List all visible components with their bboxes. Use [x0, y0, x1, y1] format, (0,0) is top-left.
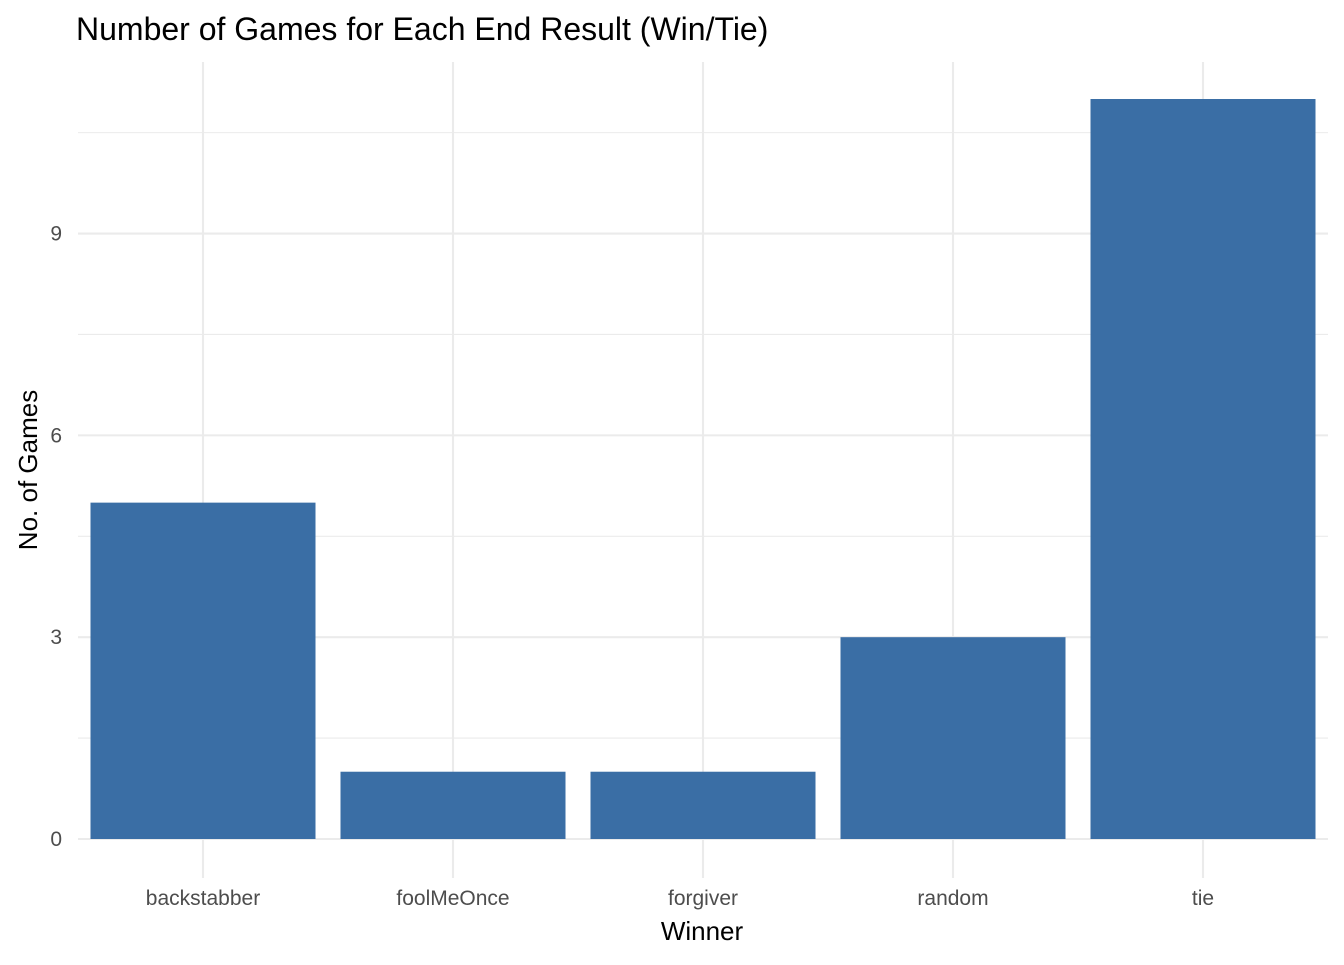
y-tick-label: 6	[50, 424, 62, 447]
y-tick-label: 3	[50, 626, 62, 649]
chart-title: Number of Games for Each End Result (Win…	[76, 11, 768, 47]
x-tick-labels: backstabber foolMeOnce forgiver random tie	[146, 887, 1214, 910]
bar-foolMeOnce	[340, 771, 566, 839]
y-axis-title: No. of Games	[13, 390, 43, 550]
y-tick-labels: 0 3 6 9	[50, 223, 62, 851]
bar-tie	[1090, 99, 1316, 839]
x-tick-label: forgiver	[668, 887, 738, 910]
bars	[90, 99, 1316, 839]
x-axis-title: Winner	[661, 916, 744, 946]
x-tick-label: foolMeOnce	[396, 887, 509, 910]
bar-backstabber	[90, 502, 316, 839]
y-tick-label: 0	[50, 828, 62, 851]
x-tick-label: tie	[1192, 887, 1214, 910]
x-tick-label: backstabber	[146, 887, 260, 910]
bar-random	[840, 637, 1066, 839]
bar-forgiver	[590, 771, 816, 839]
y-tick-label: 9	[50, 223, 62, 246]
x-tick-label: random	[917, 887, 988, 910]
